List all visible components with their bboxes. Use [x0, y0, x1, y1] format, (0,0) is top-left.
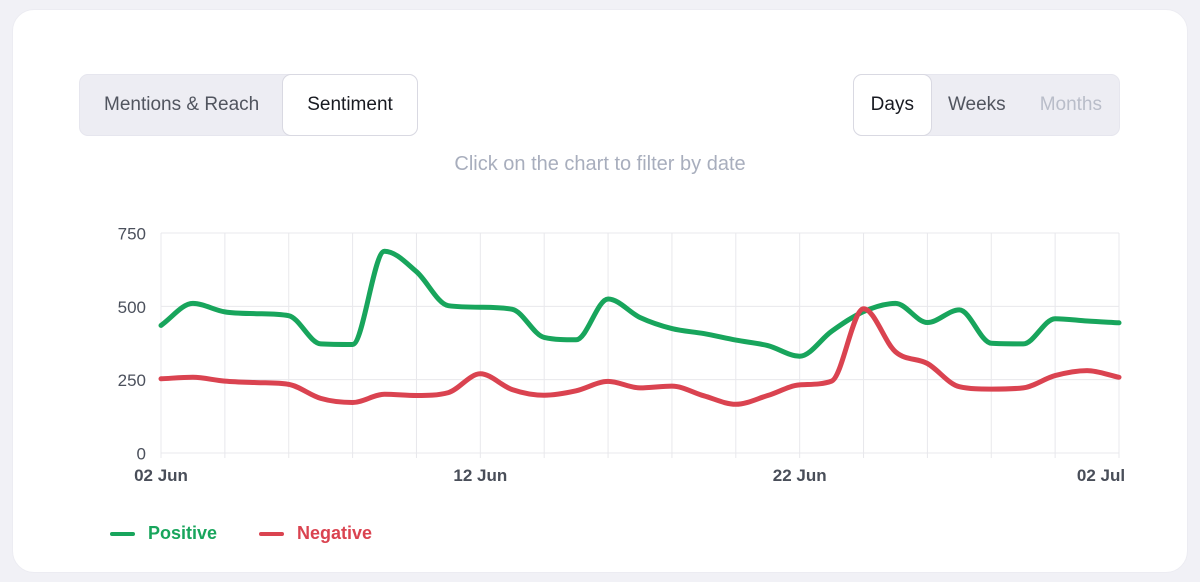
- svg-text:02 Jun: 02 Jun: [134, 466, 188, 485]
- positive-line-swatch: [110, 531, 135, 536]
- legend-item-positive[interactable]: Positive: [110, 523, 217, 544]
- toggle-months[interactable]: Months: [1023, 75, 1119, 135]
- svg-text:12 Jun: 12 Jun: [453, 466, 507, 485]
- svg-text:250: 250: [118, 371, 146, 390]
- toggle-sentiment[interactable]: Sentiment: [282, 74, 418, 136]
- svg-text:750: 750: [118, 225, 146, 244]
- svg-text:02 Jul: 02 Jul: [1077, 466, 1125, 485]
- toggle-days[interactable]: Days: [852, 74, 932, 136]
- negative-line-swatch: [259, 531, 285, 536]
- chart-card: Mentions & Reach Sentiment Days Weeks Mo…: [12, 9, 1188, 573]
- sentiment-line-chart[interactable]: 0 250 500 750 02 Jun 12 Jun 22 Jun 02 Jul: [13, 205, 1200, 505]
- legend-item-negative[interactable]: Negative: [259, 523, 372, 544]
- chart-hint: Click on the chart to filter by date: [454, 153, 746, 175]
- metric-toggle: Mentions & Reach Sentiment: [79, 74, 418, 136]
- svg-text:0: 0: [137, 445, 146, 464]
- legend-label-negative: Negative: [297, 523, 373, 543]
- svg-text:22 Jun: 22 Jun: [773, 466, 827, 485]
- chart-legend: Positive Negative: [110, 523, 372, 544]
- legend-label-positive: Positive: [148, 523, 218, 543]
- toggle-mentions-reach[interactable]: Mentions & Reach: [80, 75, 283, 135]
- chart-area: 0 250 500 750 02 Jun 12 Jun 22 Jun 02 Jul: [13, 205, 1200, 505]
- svg-text:500: 500: [118, 298, 146, 317]
- toggle-weeks[interactable]: Weeks: [931, 75, 1023, 135]
- granularity-toggle: Days Weeks Months: [852, 74, 1120, 136]
